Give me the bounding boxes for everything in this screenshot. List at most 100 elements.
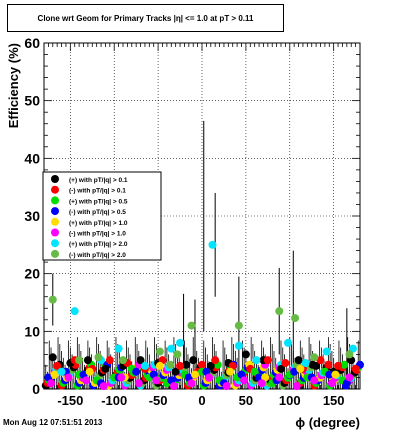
legend-marker (51, 228, 59, 237)
data-point (322, 347, 331, 356)
data-point (48, 295, 57, 304)
data-point (101, 364, 110, 373)
data-point (290, 367, 299, 376)
data-point (48, 353, 57, 362)
data-point (140, 361, 149, 370)
data-point (187, 379, 196, 388)
data-point (234, 341, 243, 350)
data-point (263, 356, 272, 365)
x-tick-label: -100 (101, 393, 127, 408)
legend-label: (+) with pT/|q| > 1.0 (69, 220, 128, 227)
y-tick-label: 10 (24, 323, 40, 339)
data-point (241, 350, 250, 359)
data-point (301, 359, 310, 368)
legend-label: (+) with pT/|q| > 2.0 (69, 241, 128, 248)
x-tick-label: 50 (239, 393, 253, 408)
data-point (275, 307, 284, 316)
legend-marker (51, 249, 59, 258)
data-point (171, 367, 180, 376)
data-point (117, 373, 126, 382)
data-point (189, 356, 198, 365)
y-axis-label: Efficiency (%) (6, 43, 21, 128)
data-point (240, 376, 249, 385)
data-point (281, 359, 290, 368)
data-point (345, 350, 354, 359)
data-point (316, 356, 325, 365)
y-tick-label: 50 (24, 93, 40, 109)
data-point (348, 344, 357, 353)
data-point (173, 350, 182, 359)
data-point (99, 382, 108, 391)
x-tick-label: 150 (323, 393, 345, 408)
data-point (277, 364, 285, 373)
data-point (211, 356, 220, 365)
legend-marker (51, 185, 59, 194)
data-point (114, 344, 123, 353)
data-point (176, 338, 185, 347)
data-point (284, 338, 293, 347)
data-point (53, 361, 62, 370)
legend-label: (-) with pT/|q| > 1.0 (69, 231, 126, 238)
legend-marker (51, 217, 59, 226)
x-tick-label: -50 (149, 393, 168, 408)
data-point (257, 379, 266, 388)
legend-label: (-) with pT/|q| > 0.1 (69, 188, 126, 195)
data-point (119, 356, 127, 365)
data-point (205, 373, 214, 382)
legend-label: (+) with pT/|q| > 0.1 (69, 177, 128, 184)
date-stamp: Mon Aug 12 07:51:51 2013 (3, 418, 103, 427)
x-tick-label: -150 (57, 393, 83, 408)
chart-title: Clone wrt Geom for Primary Tracks |η| <=… (37, 13, 254, 23)
y-tick-label: 20 (24, 266, 40, 282)
data-point-band (324, 360, 333, 369)
data-point (312, 361, 321, 370)
data-point (105, 356, 114, 365)
data-point (275, 373, 284, 382)
data-point (136, 356, 145, 365)
data-point-band (182, 360, 191, 369)
data-point (134, 379, 143, 388)
data-point-band (340, 360, 349, 369)
data-point (94, 353, 103, 362)
data-point (64, 373, 73, 382)
data-point (152, 376, 161, 385)
data-point (155, 361, 164, 370)
data-point (176, 361, 185, 370)
y-tick-label: 30 (24, 208, 40, 224)
legend-marker (51, 239, 59, 248)
data-point (57, 367, 66, 376)
data-point (327, 379, 336, 388)
data-point (85, 367, 94, 376)
data-point (190, 370, 199, 379)
data-point (334, 361, 343, 370)
data-point (331, 370, 340, 379)
data-point (70, 307, 79, 316)
data-point (325, 370, 334, 379)
data-point (294, 356, 303, 365)
data-point (345, 373, 354, 382)
data-point-band (166, 360, 175, 369)
data-point (310, 376, 319, 385)
data-point (187, 321, 196, 330)
data-point (82, 376, 91, 385)
data-point (206, 361, 215, 370)
y-tick-label: 40 (24, 150, 40, 166)
y-tick-label: 0 (32, 381, 40, 397)
data-point (155, 347, 164, 356)
data-point (296, 364, 305, 373)
data-point (83, 356, 92, 365)
data-point (310, 353, 319, 362)
data-point (226, 367, 235, 376)
x-axis-label: ϕ (degree) (295, 415, 360, 430)
x-tick-label: 100 (279, 393, 301, 408)
data-point (222, 382, 231, 391)
data-point (250, 367, 259, 376)
chart-title-box: Clone wrt Geom for Primary Tracks |η| <=… (7, 4, 284, 32)
data-point (234, 321, 243, 330)
legend-label: (-) with pT/|q| > 2.0 (69, 252, 126, 259)
data-point-band (198, 360, 206, 369)
legend-label: (+) with pT/|q| > 0.5 (69, 198, 128, 205)
data-point (261, 373, 270, 382)
data-point (208, 240, 217, 249)
